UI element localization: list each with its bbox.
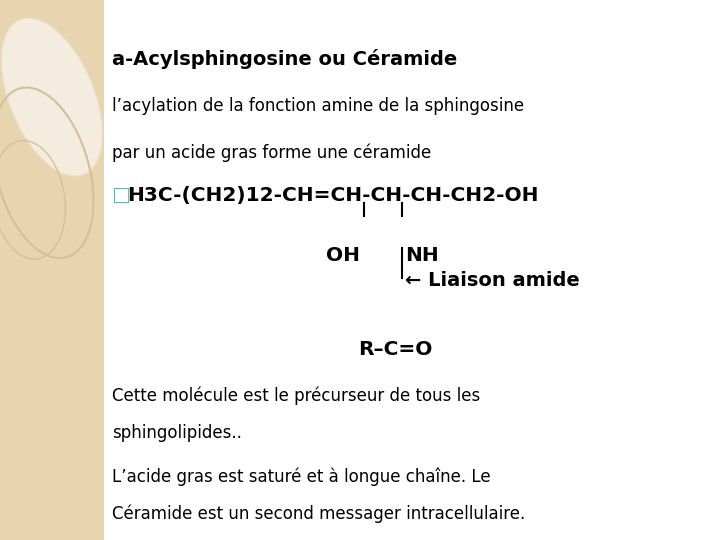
- Text: H3C-(CH2)12-CH=CH-CH-CH-CH2-OH: H3C-(CH2)12-CH=CH-CH-CH-CH2-OH: [127, 186, 539, 205]
- Text: sphingolipides..: sphingolipides..: [112, 424, 241, 442]
- Text: R–C=O: R–C=O: [359, 340, 433, 359]
- Text: □: □: [112, 186, 130, 205]
- FancyBboxPatch shape: [0, 0, 104, 540]
- Text: OH: OH: [326, 246, 360, 265]
- Text: par un acide gras forme une céramide: par un acide gras forme une céramide: [112, 143, 431, 161]
- Text: a-Acylsphingosine ou Céramide: a-Acylsphingosine ou Céramide: [112, 49, 457, 69]
- Text: l’acylation de la fonction amine de la sphingosine: l’acylation de la fonction amine de la s…: [112, 97, 523, 115]
- Text: NH: NH: [405, 246, 439, 265]
- Text: ← Liaison amide: ← Liaison amide: [405, 271, 580, 291]
- Text: Cette molécule est le précurseur de tous les: Cette molécule est le précurseur de tous…: [112, 386, 480, 404]
- Text: L’acide gras est saturé et à longue chaîne. Le: L’acide gras est saturé et à longue chaî…: [112, 467, 490, 485]
- Ellipse shape: [1, 18, 102, 176]
- Text: Céramide est un second messager intracellulaire.: Céramide est un second messager intracel…: [112, 505, 525, 523]
